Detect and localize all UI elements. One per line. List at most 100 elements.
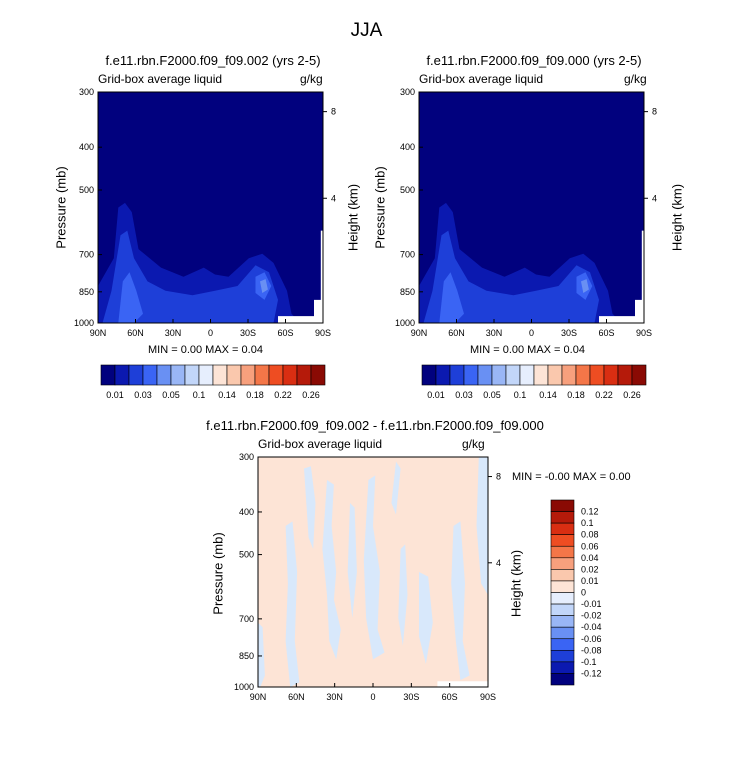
panel3-negative-region [285,521,300,687]
colorbar2-swatch [575,364,591,386]
colorbar3-swatch [550,534,575,547]
panel2-xtick-label: 60S [598,328,614,338]
colorbar2-label: 0.22 [595,390,613,400]
colorbar3-label: 0.1 [581,518,594,528]
colorbar2-swatch [589,364,605,386]
colorbar2-swatch [519,364,535,386]
colorbar3-swatch [550,615,575,628]
colorbar1-swatch [268,364,284,386]
colorbar2-swatch [435,364,451,386]
panel2-ytick-label: 300 [400,87,415,97]
colorbar3-label: -0.12 [581,668,602,678]
panel3-left-label: Grid-box average liquid [258,437,383,451]
colorbar1-swatch [114,364,130,386]
colorbar2-swatch [547,364,563,386]
colorbar1-label: 0.05 [162,390,180,400]
colorbar1-swatch [212,364,228,386]
panel3-negative-region [322,480,341,660]
panel3-y2tick-label: 8 [496,472,501,482]
colorbar2-swatch [491,364,507,386]
colorbar1-swatch [226,364,242,386]
panel3-missing-data [437,681,488,687]
panel3-units-label: g/kg [462,437,485,451]
panel2-contour-level4 [581,279,589,293]
colorbar3-label: 0.01 [581,576,599,586]
colorbar2-swatch [603,364,619,386]
panel2-ytick-label: 500 [400,185,415,195]
colorbar3-swatch [550,673,575,686]
colorbar2-swatch [449,364,465,386]
colorbar2-swatch [463,364,479,386]
panel1-contour-level2 [102,230,278,323]
colorbar1-swatch [170,364,186,386]
colorbar1-label: 0.03 [134,390,152,400]
panel2-ytick-label: 1000 [395,318,415,328]
colorbar3-swatch [550,580,575,593]
colorbar3-label: 0.02 [581,564,599,574]
panel3-y2tick-label: 4 [496,558,501,568]
colorbar1-label: 0.26 [302,390,320,400]
panel3-negative-region [398,544,408,646]
panel3-ytick-label: 400 [239,507,254,517]
colorbar3-swatch [550,650,575,663]
colorbar1-swatch [184,364,200,386]
colorbar1-swatch [282,364,298,386]
panel1-ytick-label: 850 [79,287,94,297]
panel3-ytick-label: 500 [239,550,254,560]
panel3-xtick-label: 90S [480,692,496,702]
colorbar1-swatch [142,364,158,386]
panel1-xtick-label: 60N [127,328,144,338]
colorbar1-swatch [198,364,214,386]
panel2-title: f.e11.rbn.F2000.f09_f09.000 (yrs 2-5) [426,53,642,68]
colorbar3-swatch [550,603,575,616]
panel3-ytick-label: 850 [239,651,254,661]
panel3-negative-region [304,466,316,549]
colorbar3-swatch [550,626,575,640]
panel2-y2tick-label: 8 [652,107,657,117]
panel1-xtick-label: 30S [240,328,256,338]
colorbar2-label: 0.1 [514,390,527,400]
panel2-xtick-label: 90N [411,328,428,338]
panel2-ytick-label: 700 [400,250,415,260]
panel3-minmax: MIN = -0.00 MAX = 0.00 [512,471,631,483]
panel2-xtick-label: 60N [448,328,465,338]
panel3-ytick-label: 300 [239,452,254,462]
colorbar3-swatch [550,557,575,570]
colorbar2-label: 0.01 [427,390,445,400]
colorbar3-label: -0.06 [581,634,602,644]
colorbar3-label: 0 [581,588,586,598]
colorbar2-swatch [505,364,521,386]
panel3-ytick-label: 700 [239,614,254,624]
panel2-contour-level3 [439,272,464,323]
panel2-y2tick-label: 4 [652,193,657,203]
panel3-negative-region [391,461,401,515]
colorbar2-label: 0.26 [623,390,641,400]
panel1-xtick-label: 0 [208,328,213,338]
panel2-ytick-label: 850 [400,287,415,297]
panel2-contour-level2 [423,230,599,323]
panel3-xtick-label: 30S [403,692,419,702]
colorbar2-label: 0.03 [455,390,473,400]
colorbar2-swatch [631,364,647,386]
colorbar3-label: -0.1 [581,657,597,667]
colorbar1-label: 0.22 [274,390,292,400]
colorbar3-label: -0.01 [581,599,602,609]
colorbar1-swatch [240,364,256,386]
panel1-units-label: g/kg [300,72,323,86]
panel3-negative-region [476,457,488,595]
panel1-contour-level3 [118,272,143,323]
colorbar1-swatch [296,364,312,386]
colorbar3-label: 0.04 [581,553,599,563]
colorbar2-label: 0.18 [567,390,585,400]
panel1-field [98,92,323,323]
colorbar2-swatch [617,364,633,386]
colorbar3-label: 0.08 [581,530,599,540]
colorbar1-label: 0.01 [106,390,124,400]
panel1-xtick-label: 60S [277,328,293,338]
panel3-xtick-label: 0 [370,692,375,702]
panel3-negative-region [258,622,265,687]
panel3-negative-region [347,503,357,618]
colorbar3-label: 0.06 [581,541,599,551]
panel1-ytick-label: 400 [79,142,94,152]
colorbar3-swatch [550,592,575,605]
